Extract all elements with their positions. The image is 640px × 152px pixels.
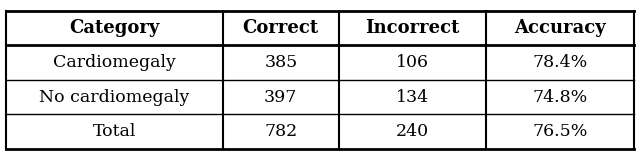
- Text: 106: 106: [396, 54, 429, 71]
- Text: Total: Total: [93, 123, 136, 140]
- Text: 134: 134: [396, 89, 429, 106]
- Text: 76.5%: 76.5%: [532, 123, 588, 140]
- Text: Correct: Correct: [243, 19, 319, 37]
- Text: 385: 385: [264, 54, 298, 71]
- Text: 74.8%: 74.8%: [532, 89, 588, 106]
- Text: No cardiomegaly: No cardiomegaly: [40, 89, 190, 106]
- Text: 397: 397: [264, 89, 298, 106]
- Text: Accuracy: Accuracy: [514, 19, 606, 37]
- Text: Incorrect: Incorrect: [365, 19, 460, 37]
- Text: Category: Category: [69, 19, 160, 37]
- Text: 78.4%: 78.4%: [532, 54, 588, 71]
- Text: 240: 240: [396, 123, 429, 140]
- Text: Cardiomegaly: Cardiomegaly: [53, 54, 176, 71]
- Text: 782: 782: [264, 123, 298, 140]
